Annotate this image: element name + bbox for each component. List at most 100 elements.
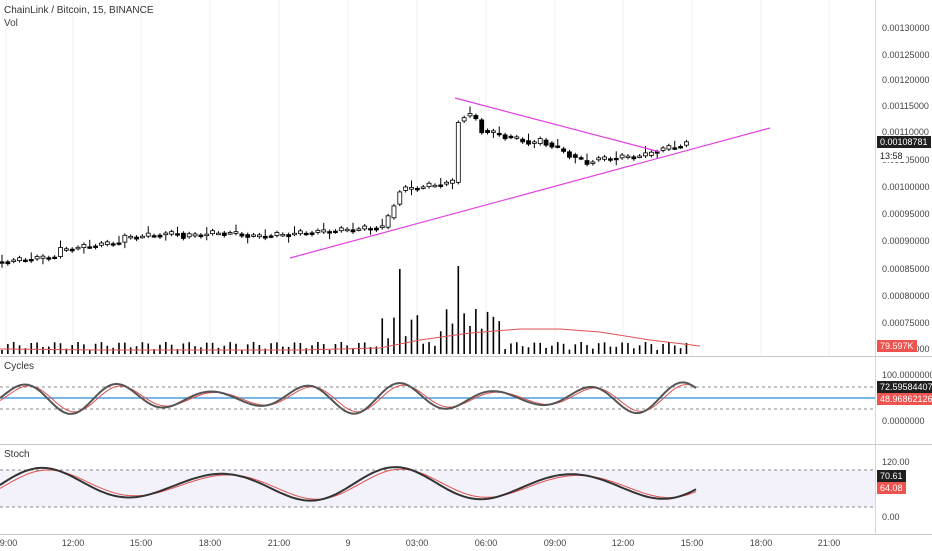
price-tick: 0.00090000	[882, 236, 930, 246]
candle-body	[58, 247, 63, 257]
candle-body	[432, 184, 438, 188]
cycles-level-tag: 48.96862126	[877, 393, 932, 405]
candle-body	[391, 205, 397, 219]
stoch-label[interactable]: Stoch	[4, 449, 30, 460]
candle-body	[385, 215, 391, 228]
candle-body	[169, 231, 175, 235]
cycles-signal-line	[0, 383, 697, 413]
candle-body	[438, 184, 444, 187]
candle-body	[204, 233, 210, 236]
price-tick: 0.00075000	[882, 318, 930, 328]
cycles-tick: 0.0000000	[882, 416, 925, 426]
candle-body	[403, 186, 409, 191]
candle-body	[104, 241, 110, 245]
candle-body	[22, 259, 28, 262]
candle-body	[461, 117, 467, 122]
candle-body	[297, 230, 303, 235]
candle-body	[631, 156, 637, 160]
candle-body	[590, 161, 596, 164]
cycles-tick: 100.0000000	[882, 370, 932, 380]
time-label: 18:00	[198, 538, 222, 548]
candle-body	[684, 141, 689, 146]
candle-body	[0, 261, 5, 264]
stoch-chart[interactable]	[0, 445, 875, 534]
candle-body	[637, 155, 643, 158]
candle-body	[69, 248, 75, 252]
candle-body	[485, 130, 490, 133]
volume-label: Vol	[4, 18, 18, 29]
candle-body	[672, 147, 678, 150]
candle-body	[409, 186, 414, 190]
candle-body	[543, 139, 549, 146]
pane-separator[interactable]	[0, 444, 932, 445]
candle-body	[163, 232, 169, 236]
stoch-k-tag: 70.61	[877, 470, 906, 482]
time-axis[interactable]: 09:00 12:00 15:00 18:00 21:00 9 03:00 06…	[0, 534, 932, 551]
candle-body	[145, 232, 151, 237]
price-tick: 0.00095000	[882, 209, 930, 219]
candle-body	[496, 132, 502, 136]
candle-body	[5, 261, 11, 265]
candle-body	[198, 234, 204, 238]
cycles-label[interactable]: Cycles	[4, 361, 35, 372]
stoch-axis[interactable]: 120.00 40.00 0.00 70.61 64.08	[875, 445, 932, 534]
stoch-pane[interactable]: Stoch	[0, 445, 875, 534]
candle-body	[648, 151, 654, 156]
candle-body	[479, 119, 485, 134]
candle-body	[268, 235, 274, 238]
candle-body	[549, 142, 555, 148]
candle-body	[467, 113, 473, 117]
candle-body	[52, 256, 58, 260]
candle-body	[309, 232, 315, 235]
price-chart[interactable]	[0, 0, 875, 356]
stoch-tick: 120.00	[882, 457, 910, 467]
candle-body	[344, 228, 350, 232]
candle-body	[414, 187, 420, 191]
pane-separator[interactable]	[0, 356, 932, 357]
cycles-pane[interactable]: Cycles	[0, 357, 875, 444]
candle-body	[602, 156, 607, 160]
candle-body	[286, 234, 292, 238]
price-tick: 0.00080000	[882, 291, 930, 301]
candle-body	[356, 228, 362, 231]
time-label: 15:00	[680, 538, 704, 548]
price-pane[interactable]: ChainLink / Bitcoin, 15, BINANCE Vol	[0, 0, 875, 356]
candle-body	[93, 245, 98, 248]
price-tick: 0.00085000	[882, 264, 930, 274]
candle-body	[239, 233, 245, 237]
candle-body	[34, 256, 40, 260]
time-label: 03:00	[405, 538, 429, 548]
candle-body	[303, 232, 309, 236]
price-axis[interactable]: 0.00130000 0.00125000 0.00120000 0.00115…	[875, 0, 932, 356]
candle-body	[596, 157, 602, 161]
candle-body	[567, 151, 572, 158]
cycles-axis[interactable]: 100.0000000 0.0000000 72.59584407 48.968…	[875, 357, 932, 444]
candle-body	[362, 225, 368, 230]
trendline-resistance	[454, 97, 661, 153]
candle-body	[373, 227, 379, 231]
candle-body	[338, 227, 344, 232]
candle-body	[420, 186, 426, 189]
candle-body	[561, 148, 566, 152]
time-label: 12:00	[61, 538, 85, 548]
candle-body	[379, 225, 385, 229]
cycles-chart[interactable]	[0, 357, 875, 444]
time-label: 06:00	[474, 538, 498, 548]
candle-body	[251, 234, 256, 237]
candle-body	[502, 134, 508, 140]
candle-body	[46, 257, 52, 260]
trendline-support	[289, 127, 771, 259]
candle-body	[151, 235, 157, 238]
candle-body	[227, 232, 233, 235]
symbol-title[interactable]: ChainLink / Bitcoin, 15, BINANCE	[4, 5, 154, 16]
stoch-d-tag: 64.08	[877, 482, 906, 494]
candle-body	[134, 236, 139, 240]
candle-body	[578, 157, 584, 160]
stoch-k-line	[0, 466, 697, 502]
candle-body	[233, 231, 239, 234]
candle-body	[350, 229, 356, 233]
candle-body	[520, 138, 526, 143]
candle-body	[256, 234, 262, 238]
candle-body	[192, 233, 198, 237]
time-label: 09:00	[0, 538, 18, 548]
